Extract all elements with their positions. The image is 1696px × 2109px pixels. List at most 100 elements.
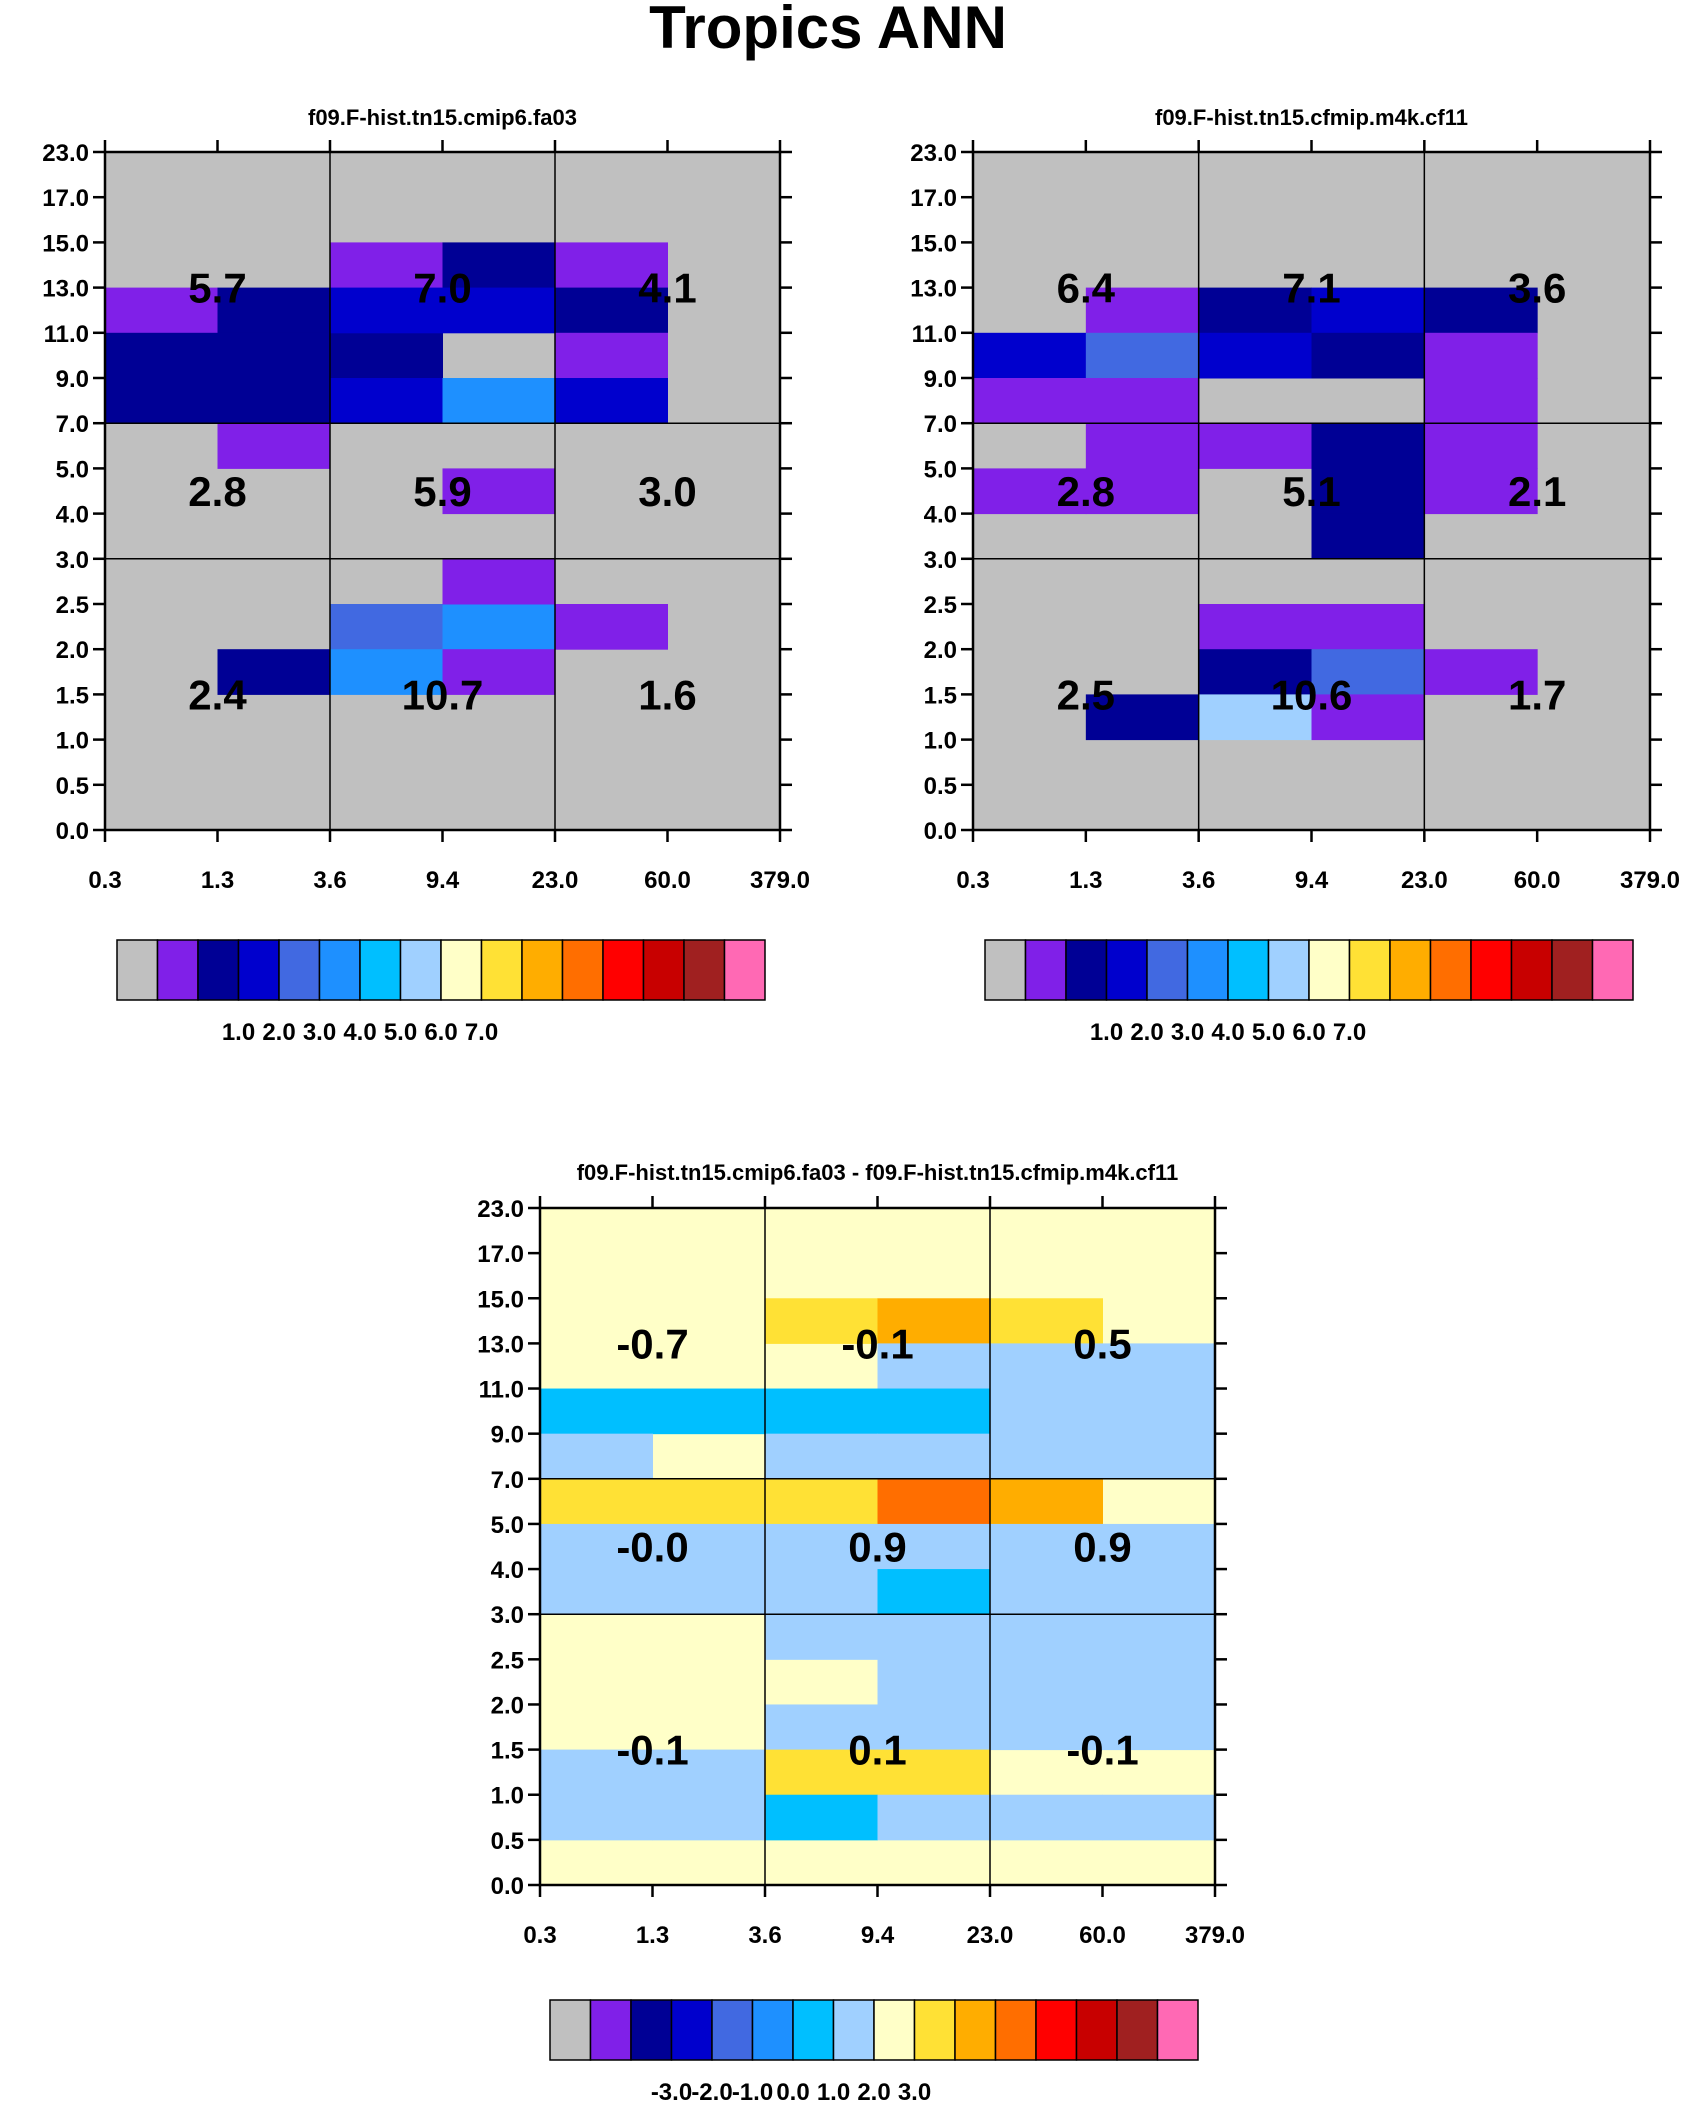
histogram-cell bbox=[330, 604, 443, 650]
histogram-cell bbox=[1311, 513, 1425, 560]
colorbar-box bbox=[954, 1999, 997, 2061]
histogram-cell bbox=[330, 332, 443, 379]
histogram-cell bbox=[1085, 287, 1200, 334]
histogram-cell bbox=[877, 1298, 991, 1344]
y-tick-label: 13.0 bbox=[42, 276, 89, 303]
histogram-cell bbox=[765, 1388, 878, 1435]
colorbar-box bbox=[1105, 939, 1148, 1001]
histogram-cell bbox=[877, 1478, 991, 1525]
histogram-cell bbox=[1311, 423, 1425, 469]
colorbar-box bbox=[197, 939, 240, 1001]
histogram-cell bbox=[442, 287, 556, 334]
colorbar-label: 1.0 bbox=[222, 1019, 255, 1046]
colorbar-box bbox=[116, 939, 159, 1001]
histogram-cell bbox=[330, 287, 443, 334]
region-value-label: 10.6 bbox=[1271, 671, 1353, 718]
x-tick-label: 3.6 bbox=[313, 867, 346, 894]
histogram-cell bbox=[990, 1478, 1103, 1525]
histogram-cell bbox=[652, 1478, 766, 1525]
histogram-cell bbox=[1102, 1614, 1216, 1660]
y-tick-label: 0.5 bbox=[491, 1828, 524, 1855]
x-tick-label: 9.4 bbox=[861, 1922, 895, 1949]
histogram-cell bbox=[765, 1433, 878, 1480]
y-tick-label: 1.0 bbox=[491, 1783, 524, 1810]
colorbar-box bbox=[237, 939, 280, 1001]
y-tick-label: 17.0 bbox=[477, 1241, 524, 1268]
region-value-label: 0.9 bbox=[848, 1524, 906, 1571]
colorbar-box bbox=[1146, 939, 1189, 1001]
x-tick-label: 60.0 bbox=[1079, 1922, 1126, 1949]
histogram-cell bbox=[442, 558, 556, 605]
histogram-cell bbox=[540, 1523, 653, 1570]
y-tick-label: 3.0 bbox=[924, 547, 957, 574]
histogram-cell bbox=[877, 1433, 991, 1480]
colorbar-label: 5.0 bbox=[384, 1019, 417, 1046]
histogram-cell bbox=[1424, 649, 1538, 695]
histogram-cell bbox=[1311, 468, 1425, 515]
x-tick-label: 379.0 bbox=[1185, 1922, 1245, 1949]
colorbar-box bbox=[549, 1999, 592, 2061]
histogram-cell bbox=[540, 1433, 653, 1480]
region-value-label: 5.1 bbox=[1282, 468, 1340, 515]
histogram-cell bbox=[1198, 287, 1312, 334]
y-tick-label: 9.0 bbox=[56, 366, 89, 393]
y-tick-label: 0.5 bbox=[924, 773, 957, 800]
region-value-label: 7.1 bbox=[1282, 265, 1340, 312]
x-tick-label: 60.0 bbox=[1514, 867, 1561, 894]
x-tick-label: 1.3 bbox=[1069, 867, 1102, 894]
x-tick-label: 1.3 bbox=[201, 867, 234, 894]
x-tick-label: 0.3 bbox=[523, 1922, 556, 1949]
colorbar-label: 3.0 bbox=[1171, 1019, 1204, 1046]
region-value-label: 2.5 bbox=[1057, 671, 1115, 718]
histogram-cell bbox=[990, 1523, 1103, 1570]
histogram-cell bbox=[1102, 1388, 1216, 1435]
histogram-cell bbox=[1198, 423, 1312, 469]
region-value-label: -0.1 bbox=[841, 1320, 913, 1367]
x-tick-label: 3.6 bbox=[1182, 867, 1215, 894]
histogram-cell bbox=[990, 1433, 1103, 1480]
colorbar-box bbox=[642, 939, 685, 1001]
region-value-label: 5.7 bbox=[188, 265, 246, 312]
histogram-cell bbox=[652, 1794, 766, 1841]
y-tick-label: 2.5 bbox=[56, 592, 89, 619]
region-value-label: 10.7 bbox=[402, 671, 484, 718]
region-value-label: 3.6 bbox=[1508, 265, 1566, 312]
x-tick-label: 1.3 bbox=[636, 1922, 669, 1949]
histogram-cell bbox=[442, 378, 556, 424]
y-tick-label: 1.5 bbox=[924, 682, 957, 709]
y-tick-label: 4.0 bbox=[56, 502, 89, 529]
colorbar-box bbox=[1551, 939, 1594, 1001]
histogram-cell bbox=[1102, 1704, 1216, 1751]
colorbar-box bbox=[792, 1999, 835, 2061]
histogram-cell bbox=[1424, 332, 1538, 379]
panel-difference: f09.F-hist.tn15.cmip6.fa03 - f09.F-hist.… bbox=[477, 1160, 1245, 2106]
colorbar-box bbox=[711, 1999, 754, 2061]
colorbar-label: 7.0 bbox=[1333, 1019, 1366, 1046]
histogram-cell bbox=[877, 1794, 991, 1841]
histogram-cell bbox=[442, 468, 556, 515]
histogram-cell bbox=[217, 649, 331, 695]
colorbar-box bbox=[913, 1999, 956, 2061]
region-value-label: -0.7 bbox=[616, 1320, 688, 1367]
histogram-cell bbox=[1102, 1433, 1216, 1480]
histogram-cell bbox=[1085, 423, 1200, 469]
histogram-cell bbox=[555, 287, 668, 334]
region-value-label: 0.5 bbox=[1073, 1320, 1131, 1367]
histogram-cell bbox=[990, 1298, 1103, 1344]
colorbar-label: 3.0 bbox=[898, 2079, 931, 2106]
colorbar-label: 7.0 bbox=[465, 1019, 498, 1046]
region-value-label: -0.1 bbox=[616, 1727, 688, 1774]
colorbar-box bbox=[723, 939, 766, 1001]
panel-title: f09.F-hist.tn15.cfmip.m4k.cf11 bbox=[1155, 105, 1468, 130]
colorbar-label: 4.0 bbox=[343, 1019, 376, 1046]
y-tick-label: 15.0 bbox=[477, 1286, 524, 1313]
colorbar-label: -2.0 bbox=[691, 2079, 732, 2106]
colorbar-box bbox=[1156, 1999, 1199, 2061]
histogram-cell bbox=[555, 242, 668, 289]
y-tick-label: 5.0 bbox=[56, 456, 89, 483]
colorbar-box bbox=[521, 939, 564, 1001]
colorbar-box bbox=[1308, 939, 1351, 1001]
histogram-cell bbox=[652, 1749, 766, 1796]
colorbar-label: 1.0 bbox=[1090, 1019, 1123, 1046]
region-value-label: 3.0 bbox=[638, 468, 696, 515]
